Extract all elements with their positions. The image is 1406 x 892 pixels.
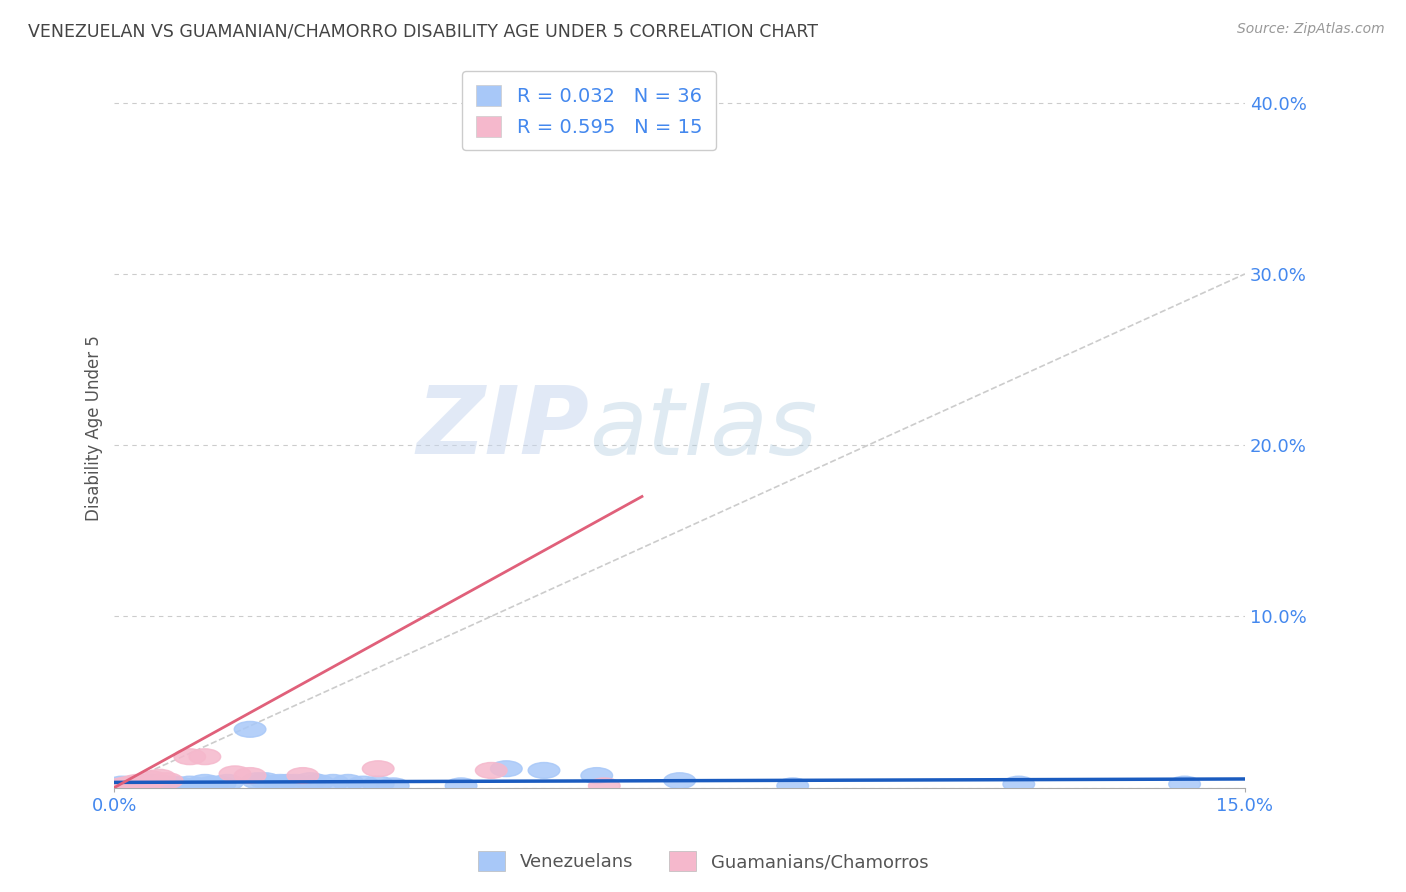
Ellipse shape xyxy=(664,772,696,789)
Text: atlas: atlas xyxy=(589,383,817,474)
Ellipse shape xyxy=(105,778,138,794)
Ellipse shape xyxy=(280,774,311,790)
Ellipse shape xyxy=(302,774,333,790)
Ellipse shape xyxy=(446,778,477,794)
Ellipse shape xyxy=(294,772,326,789)
Ellipse shape xyxy=(589,778,620,794)
Ellipse shape xyxy=(363,761,394,777)
Ellipse shape xyxy=(1002,776,1035,792)
Ellipse shape xyxy=(287,768,319,783)
Ellipse shape xyxy=(491,761,522,777)
Ellipse shape xyxy=(129,778,160,794)
Ellipse shape xyxy=(204,776,236,792)
Ellipse shape xyxy=(271,774,304,790)
Ellipse shape xyxy=(318,774,349,790)
Ellipse shape xyxy=(235,768,266,783)
Ellipse shape xyxy=(529,763,560,779)
Ellipse shape xyxy=(188,774,221,790)
Y-axis label: Disability Age Under 5: Disability Age Under 5 xyxy=(86,335,103,521)
Ellipse shape xyxy=(174,748,205,764)
Text: Source: ZipAtlas.com: Source: ZipAtlas.com xyxy=(1237,22,1385,37)
Ellipse shape xyxy=(121,774,153,790)
Text: VENEZUELAN VS GUAMANIAN/CHAMORRO DISABILITY AGE UNDER 5 CORRELATION CHART: VENEZUELAN VS GUAMANIAN/CHAMORRO DISABIL… xyxy=(28,22,818,40)
Ellipse shape xyxy=(332,774,364,790)
Ellipse shape xyxy=(581,768,613,783)
Ellipse shape xyxy=(166,778,198,794)
Ellipse shape xyxy=(212,774,243,790)
Ellipse shape xyxy=(242,772,273,789)
Ellipse shape xyxy=(377,778,409,794)
Text: ZIP: ZIP xyxy=(416,382,589,474)
Ellipse shape xyxy=(249,772,281,789)
Ellipse shape xyxy=(181,778,214,794)
Ellipse shape xyxy=(143,778,176,794)
Ellipse shape xyxy=(174,776,205,792)
Ellipse shape xyxy=(219,766,250,781)
Ellipse shape xyxy=(114,776,145,792)
Ellipse shape xyxy=(129,778,160,794)
Ellipse shape xyxy=(235,722,266,737)
Ellipse shape xyxy=(152,772,183,789)
Ellipse shape xyxy=(475,763,508,779)
Ellipse shape xyxy=(114,778,145,794)
Ellipse shape xyxy=(143,770,176,785)
Ellipse shape xyxy=(363,776,394,792)
Ellipse shape xyxy=(347,776,380,792)
Ellipse shape xyxy=(1168,776,1201,792)
Ellipse shape xyxy=(152,776,183,792)
Ellipse shape xyxy=(105,776,138,792)
Ellipse shape xyxy=(188,748,221,764)
Ellipse shape xyxy=(121,776,153,792)
Ellipse shape xyxy=(778,778,808,794)
Ellipse shape xyxy=(136,771,167,787)
Legend: Venezuelans, Guamanians/Chamorros: Venezuelans, Guamanians/Chamorros xyxy=(471,844,935,879)
Ellipse shape xyxy=(159,776,191,792)
Ellipse shape xyxy=(136,774,167,790)
Ellipse shape xyxy=(197,776,228,792)
Ellipse shape xyxy=(264,774,297,790)
Legend: R = 0.032   N = 36, R = 0.595   N = 15: R = 0.032 N = 36, R = 0.595 N = 15 xyxy=(463,71,716,151)
